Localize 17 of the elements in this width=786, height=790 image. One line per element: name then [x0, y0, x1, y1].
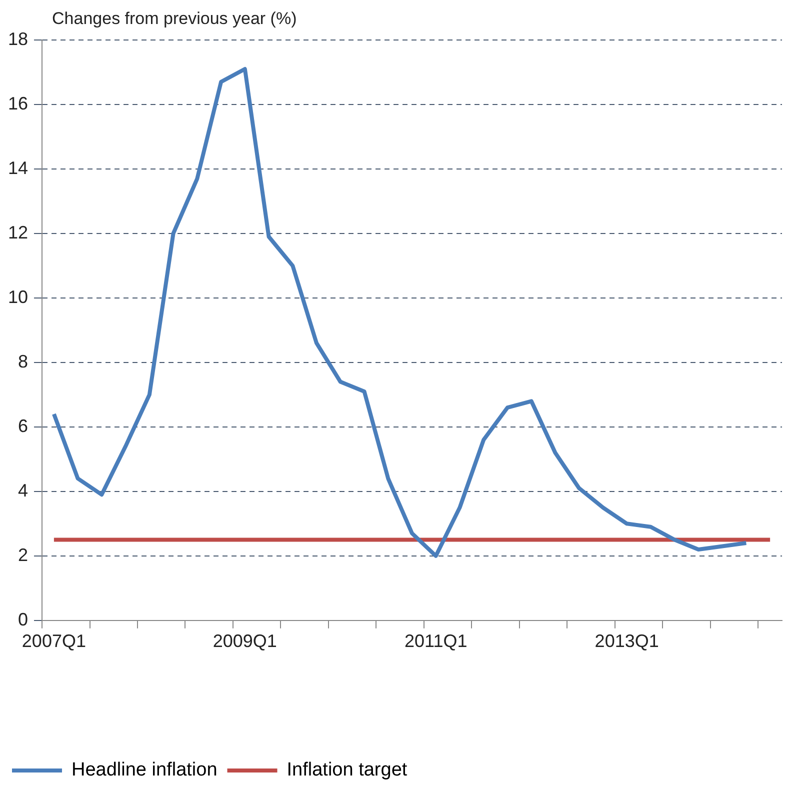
y-tick-label: 0 [18, 609, 28, 630]
x-tick-label: 2013Q1 [594, 631, 659, 652]
y-tick-label: 12 [8, 222, 28, 242]
y-tick-label: 8 [18, 351, 28, 372]
x-tick-label: 2009Q1 [212, 631, 277, 652]
legend-label: Headline inflation [72, 760, 218, 781]
y-tick-label: 18 [8, 28, 28, 49]
y-tick-label: 14 [8, 158, 28, 178]
x-tick-label: 2011Q1 [404, 631, 468, 652]
y-tick-label: 2 [18, 544, 28, 565]
y-tick-label: 10 [8, 286, 28, 307]
x-tick-label: 2007Q1 [22, 631, 86, 652]
y-tick-label: 16 [8, 93, 28, 114]
y-axis-title: Changes from previous year (%) [52, 9, 297, 28]
y-tick-label: 4 [18, 480, 28, 500]
legend-label: Inflation target [286, 760, 408, 781]
y-tick-label: 6 [18, 416, 28, 436]
